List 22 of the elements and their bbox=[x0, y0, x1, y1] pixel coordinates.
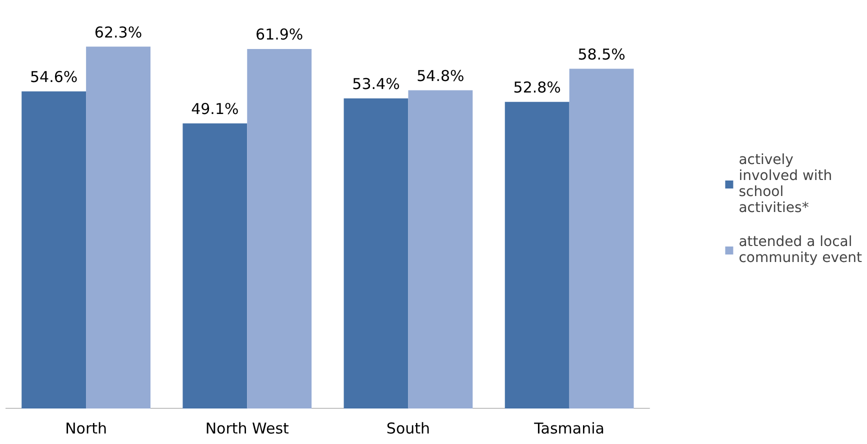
x-tick-label: Tasmania bbox=[533, 420, 604, 438]
data-label: 58.5% bbox=[578, 45, 626, 64]
bar bbox=[344, 98, 408, 408]
x-tick-label: South bbox=[386, 420, 430, 438]
legend-label: actively involved with school activities* bbox=[738, 152, 832, 216]
bar bbox=[408, 90, 473, 408]
data-label: 49.1% bbox=[191, 100, 239, 118]
x-tick-label: North bbox=[65, 420, 108, 438]
data-label: 52.8% bbox=[513, 78, 561, 96]
legend-label: attended a local community event bbox=[738, 234, 862, 266]
data-label: 61.9% bbox=[256, 26, 304, 44]
bar bbox=[569, 68, 634, 408]
data-label: 62.3% bbox=[94, 23, 142, 42]
bar bbox=[247, 49, 312, 408]
data-label: 54.8% bbox=[416, 66, 464, 85]
x-tick-label: North West bbox=[205, 420, 290, 438]
data-label: 54.6% bbox=[30, 68, 78, 86]
bar bbox=[182, 123, 248, 408]
bar bbox=[504, 102, 570, 408]
bar bbox=[86, 46, 150, 408]
data-label: 53.4% bbox=[352, 74, 400, 93]
bar bbox=[22, 91, 86, 408]
